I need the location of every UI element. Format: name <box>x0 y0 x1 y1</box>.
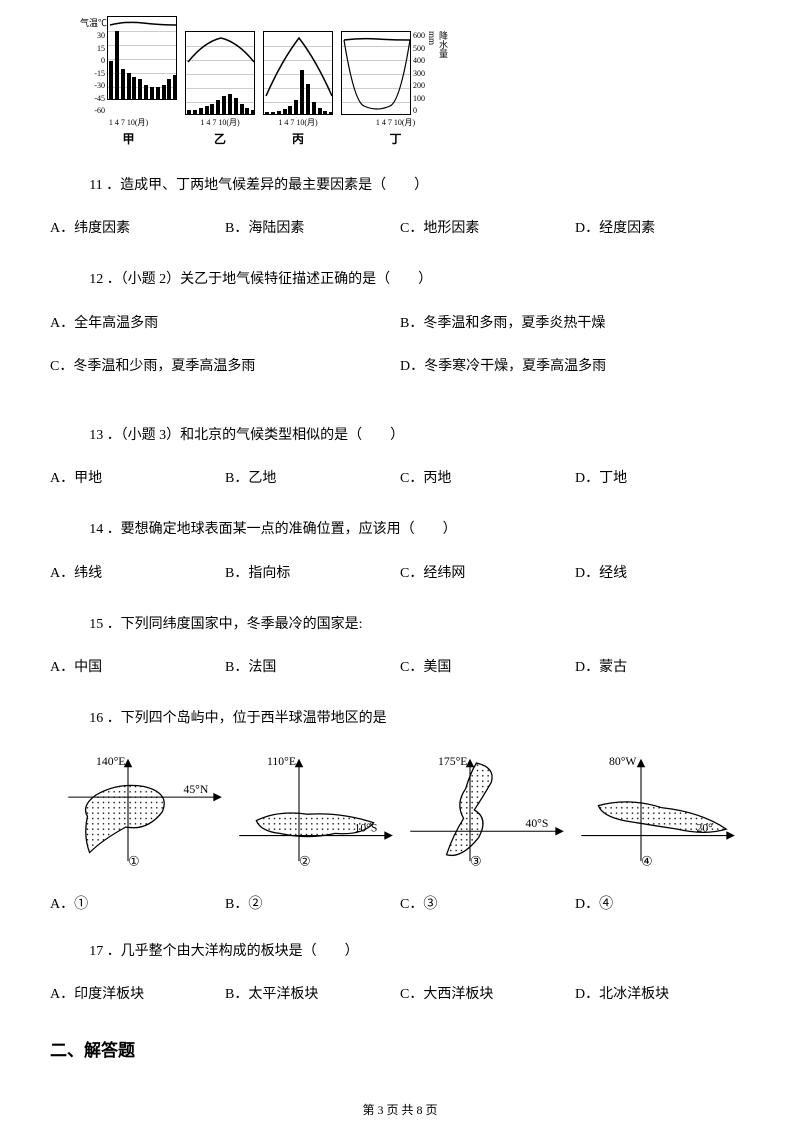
option: B．② <box>225 893 400 913</box>
option: A．① <box>50 893 225 913</box>
x-axis-label: 1 4 7 10(月) <box>109 117 148 128</box>
q16-options: A．①B．②C．③D．④ <box>50 893 750 913</box>
option: D．经线 <box>575 561 750 586</box>
option: C．冬季温和少雨，夏季高温多雨 <box>50 354 400 379</box>
section-2-title: 二、解答题 <box>50 1036 750 1061</box>
option: C．③ <box>400 893 575 913</box>
chart-plot <box>185 31 255 115</box>
option: B．法国 <box>225 655 400 680</box>
question-text: 11 ．造成甲、丁两地气候差异的最主要因素是（ ） <box>50 173 750 198</box>
question-text: 13 ．（小题 3）和北京的气候类型相似的是（ ） <box>50 423 750 448</box>
x-axis-label: 1 4 7 10(月) <box>200 117 239 128</box>
question-options: A．全年高温多雨B．冬季温和多雨，夏季炎热干燥C．冬季温和少雨，夏季高温多雨D．… <box>50 311 750 397</box>
q17-options: A．印度洋板块B．太平洋板块C．大西洋板块D．北冰洋板块 <box>50 982 750 1007</box>
longitude-label: 175°E <box>438 755 467 768</box>
climate-chart-4: 6005004003002001000降水量mm 1 4 7 10(月) 丁 <box>341 31 450 147</box>
x-axis-label: 1 4 7 10(月) <box>376 117 415 128</box>
option: B．乙地 <box>225 466 400 491</box>
latitude-label: 20° <box>696 822 713 835</box>
q17-num: 17 <box>89 944 103 959</box>
option: D．冬季寒冷干燥，夏季高温多雨 <box>400 354 750 379</box>
chart-label: 丙 <box>292 130 304 147</box>
option: D．④ <box>575 893 750 913</box>
climate-charts-row: 气温℃30150-15-30-45-601 4 7 10(月)甲1 4 7 10… <box>80 16 750 147</box>
option: A．中国 <box>50 655 225 680</box>
option: C．大西洋板块 <box>400 982 575 1007</box>
precip-axis-ticks: 6005004003002001000 <box>411 31 425 115</box>
island-number: ③ <box>470 855 481 869</box>
questions-container: 11 ．造成甲、丁两地气候差异的最主要因素是（ ） A．纬度因素B．海陆因素C．地… <box>50 173 750 731</box>
island-number: ④ <box>641 855 652 869</box>
question-14: 14 ．要想确定地球表面某一点的准确位置，应该用（ ） A．纬线B．指向标C．经纬… <box>50 517 750 585</box>
climate-chart-2: 1 4 7 10(月) 乙 <box>185 31 255 147</box>
temp-axis-ticks: 30150-15-30-45-60 <box>94 31 107 115</box>
option: A．全年高温多雨 <box>50 311 400 336</box>
chart-plot <box>263 31 333 115</box>
option: A．纬线 <box>50 561 225 586</box>
q17-body: ．几乎整个由大洋构成的板块是（ ） <box>107 944 359 959</box>
option: B．海陆因素 <box>225 216 400 241</box>
question-options: A．中国B．法国C．美国D．蒙古 <box>50 655 750 680</box>
x-axis-label: 1 4 7 10(月) <box>278 117 317 128</box>
option: D．经度因素 <box>575 216 750 241</box>
temp-axis-title: 气温℃ <box>80 16 107 29</box>
chart-label: 甲 <box>123 130 135 147</box>
island-number: ① <box>128 855 139 869</box>
island-map-4: 80°W 20° ④ <box>577 751 737 871</box>
question-16: 16 ．下列四个岛屿中，位于西半球温带地区的是 <box>50 706 750 731</box>
option: D．北冰洋板块 <box>575 982 750 1007</box>
page-footer: 第 3 页 共 8 页 <box>0 1101 800 1118</box>
chart-plot <box>341 31 411 115</box>
option: D．丁地 <box>575 466 750 491</box>
latitude-label: 10°S <box>354 822 377 835</box>
question-12: 12 ．（小题 2）关乙于地气候特征描述正确的是（ ） A．全年高温多雨B．冬季温… <box>50 267 750 397</box>
latitude-label: 45°N <box>183 783 208 796</box>
island-map-2: 110°E 10°S ② <box>235 751 395 871</box>
island-map-1: 140°E 45°N ① <box>64 751 224 871</box>
latitude-label: 40°S <box>525 817 548 830</box>
option: C．地形因素 <box>400 216 575 241</box>
option: C．经纬网 <box>400 561 575 586</box>
option: B．冬季温和多雨，夏季炎热干燥 <box>400 311 750 336</box>
option: C．丙地 <box>400 466 575 491</box>
question-options: A．纬度因素B．海陆因素C．地形因素D．经度因素 <box>50 216 750 241</box>
option: B．太平洋板块 <box>225 982 400 1007</box>
question-text: 15 ．下列同纬度国家中，冬季最冷的国家是: <box>50 612 750 637</box>
island-map-3: 175°E 40°S ③ <box>406 751 566 871</box>
chart-label: 乙 <box>214 130 226 147</box>
option: A．甲地 <box>50 466 225 491</box>
longitude-label: 140°E <box>96 755 125 768</box>
chart-label: 丁 <box>390 130 402 147</box>
question-17: 17 ．几乎整个由大洋构成的板块是（ ） A．印度洋板块B．太平洋板块C．大西洋… <box>50 939 750 1007</box>
precip-axis-title: 降水量mm <box>427 31 450 58</box>
question-13: 13 ．（小题 3）和北京的气候类型相似的是（ ） A．甲地B．乙地C．丙地D．丁… <box>50 423 750 491</box>
island-maps-row: 140°E 45°N ① 110°E 10°S ② 175°E 40°S ③ 80°W 20° ④ <box>50 751 750 871</box>
longitude-label: 110°E <box>267 755 296 768</box>
option: A．印度洋板块 <box>50 982 225 1007</box>
island-number: ② <box>299 855 310 869</box>
question-options: A．甲地B．乙地C．丙地D．丁地 <box>50 466 750 491</box>
option: B．指向标 <box>225 561 400 586</box>
climate-chart-3: 1 4 7 10(月) 丙 <box>263 31 333 147</box>
question-text: 16 ．下列四个岛屿中，位于西半球温带地区的是 <box>50 706 750 731</box>
question-text: 14 ．要想确定地球表面某一点的准确位置，应该用（ ） <box>50 517 750 542</box>
option: C．美国 <box>400 655 575 680</box>
longitude-label: 80°W <box>609 755 637 768</box>
option: D．蒙古 <box>575 655 750 680</box>
question-15: 15 ．下列同纬度国家中，冬季最冷的国家是: A．中国B．法国C．美国D．蒙古 <box>50 612 750 680</box>
question-text: 12 ．（小题 2）关乙于地气候特征描述正确的是（ ） <box>50 267 750 292</box>
question-options: A．纬线B．指向标C．经纬网D．经线 <box>50 561 750 586</box>
option: A．纬度因素 <box>50 216 225 241</box>
climate-chart-1: 气温℃ 30150-15-30-45-601 4 7 10(月) 甲 <box>80 16 177 147</box>
question-17-text: 17 ．几乎整个由大洋构成的板块是（ ） <box>50 939 750 964</box>
question-11: 11 ．造成甲、丁两地气候差异的最主要因素是（ ） A．纬度因素B．海陆因素C．地… <box>50 173 750 241</box>
chart-plot <box>107 16 177 100</box>
